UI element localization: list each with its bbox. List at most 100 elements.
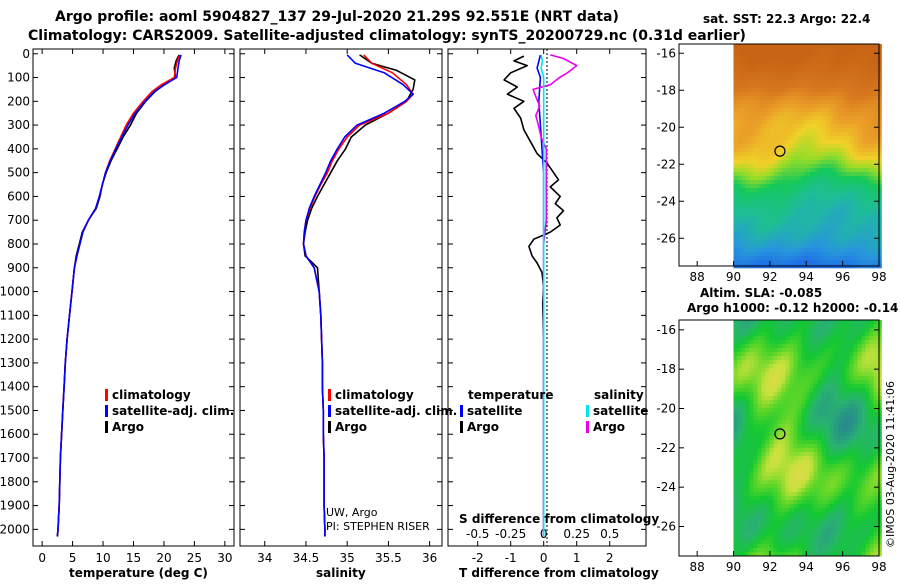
heatmap-cell [833,460,838,465]
heatmap-cell [741,520,746,525]
heatmap-cell [745,512,750,517]
heatmap-cell [857,136,862,141]
heatmap-cell [741,200,746,205]
heatmap-cell [757,468,762,473]
heatmap-cell [765,144,770,149]
heatmap-cell [785,128,790,133]
heatmap-cell [737,464,742,469]
legend-label-satellite: satellite-adj. clim. [112,404,234,418]
heatmap-cell [761,328,766,333]
heatmap-cell [833,168,838,173]
heatmap-cell [741,208,746,213]
heatmap-cell [801,464,806,469]
heatmap-cell [853,216,858,221]
heatmap-cell [849,240,854,245]
heatmap-cell [753,96,758,101]
heatmap-cell [749,60,754,65]
heatmap-cell [793,452,798,457]
heatmap-cell [777,444,782,449]
heatmap-cell [765,136,770,141]
heatmap-cell [869,208,874,213]
heatmap-cell [857,380,862,385]
salinity-axis: 34 34.5 35 35.5 36 [257,49,437,565]
heatmap-cell [841,52,846,57]
heatmap-cell [861,76,866,81]
heatmap-cell [757,496,762,501]
heatmap-cell [813,168,818,173]
heatmap-cell [853,492,858,497]
heatmap-cell [741,324,746,329]
heatmap-cell [797,444,802,449]
heatmap-cell [873,256,878,261]
heatmap-cell [805,396,810,401]
heatmap-cell [825,164,830,169]
heatmap-cell [841,428,846,433]
heatmap-cell [793,384,798,389]
heatmap-cell [845,152,850,157]
heatmap-cell [865,472,870,477]
heatmap-cell [813,260,818,265]
heatmap-cell [753,60,758,65]
heatmap-cell [817,412,822,417]
heatmap-cell [861,408,866,413]
heatmap-cell [757,144,762,149]
heatmap-cell [817,124,822,129]
heatmap-cell [793,324,798,329]
heatmap-cell [789,392,794,397]
heatmap-cell [869,244,874,249]
x-tick-label: 15 [126,551,141,565]
heatmap-cell [777,56,782,61]
heatmap-cell [777,472,782,477]
heatmap-cell [869,132,874,137]
heatmap-cell [769,100,774,105]
series-line-s-argo [532,54,578,537]
heatmap-cell [749,72,754,77]
heatmap-cell [865,128,870,133]
heatmap-cell [813,252,818,257]
heatmap-cell [849,228,854,233]
heatmap-cell [841,60,846,65]
heatmap-cell [761,472,766,477]
heatmap-cell [813,524,818,529]
heatmap-cell [741,396,746,401]
heatmap-cell [825,240,830,245]
heatmap-cell [753,368,758,373]
heatmap-cell [821,436,826,441]
heatmap-cell [773,472,778,477]
heatmap-cell [749,488,754,493]
heatmap-cell [797,332,802,337]
heatmap-cell [813,336,818,341]
heatmap-cell [825,544,830,549]
heatmap-cell [785,108,790,113]
heatmap-cell [877,388,882,393]
heatmap-cell [821,344,826,349]
heatmap-cell [813,424,818,429]
heatmap-cell [769,536,774,541]
heatmap-cell [749,552,754,557]
heatmap-cell [829,180,834,185]
heatmap-cell [857,444,862,449]
heatmap-cell [805,332,810,337]
heatmap-cell [813,160,818,165]
heatmap-cell [757,420,762,425]
heatmap-cell [825,140,830,145]
heatmap-cell [761,348,766,353]
heatmap-cell [825,480,830,485]
heatmap-cell [857,120,862,125]
heatmap-cell [789,252,794,257]
heatmap-cell [873,160,878,165]
heatmap-cell [873,156,878,161]
heatmap-cell [749,56,754,61]
heatmap-cell [793,468,798,473]
heatmap-cell [749,152,754,157]
heatmap-cell [845,356,850,361]
heatmap-cell [813,96,818,101]
heatmap-cell [841,172,846,177]
heatmap-cell [765,428,770,433]
heatmap-cell [821,100,826,105]
heatmap-cell [857,192,862,197]
heatmap-cell [769,424,774,429]
heatmap-cell [757,528,762,533]
heatmap-cell [797,432,802,437]
heatmap-cell [793,436,798,441]
